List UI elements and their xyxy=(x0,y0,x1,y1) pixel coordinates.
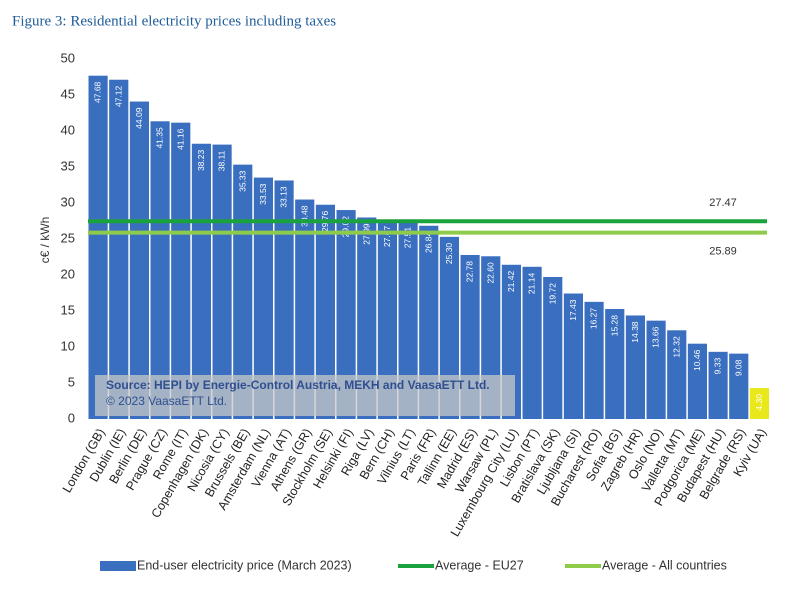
y-tick-label: 5 xyxy=(68,374,75,389)
value-label: 30.48 xyxy=(299,205,309,227)
value-label: 33.13 xyxy=(279,186,289,208)
value-label: 38.11 xyxy=(217,150,227,171)
bar xyxy=(687,343,707,419)
bar xyxy=(129,101,149,419)
copyright-text: © 2023 VaasaETT Ltd. xyxy=(106,394,227,408)
bar xyxy=(522,266,542,419)
value-label: 15.28 xyxy=(609,315,619,337)
value-label: 22.78 xyxy=(465,261,475,283)
legend-label: End-user electricity price (March 2023) xyxy=(137,558,352,572)
bar xyxy=(191,143,211,419)
value-label: 22.60 xyxy=(485,262,495,284)
bar xyxy=(233,164,253,419)
bar xyxy=(419,225,439,419)
bar xyxy=(584,301,604,419)
bar xyxy=(563,293,583,419)
bar xyxy=(543,277,563,419)
bar xyxy=(439,236,459,419)
bar xyxy=(667,330,687,419)
value-label: 27.67 xyxy=(382,226,392,248)
y-tick-label: 45 xyxy=(61,86,75,101)
bar xyxy=(646,320,666,419)
value-label: 26.84 xyxy=(423,231,433,253)
source-text: Source: HEPI by Energie-Control Austria,… xyxy=(106,378,490,392)
value-label: 25.30 xyxy=(444,243,454,265)
legend-swatch xyxy=(100,561,136,571)
bar xyxy=(253,177,273,419)
value-label: 4.30 xyxy=(754,394,764,411)
legend-label: Average - All countries xyxy=(602,558,727,572)
bar xyxy=(377,219,397,419)
value-label: 19.72 xyxy=(547,283,557,305)
value-label: 47.68 xyxy=(93,81,103,103)
y-tick-label: 40 xyxy=(61,122,75,137)
average-label: 27.47 xyxy=(709,197,737,209)
bar xyxy=(357,217,377,419)
value-label: 27.51 xyxy=(403,227,413,249)
value-label: 9.33 xyxy=(713,358,723,375)
bar xyxy=(212,144,232,419)
y-axis-label: c€ / kWh xyxy=(38,217,52,264)
y-tick-label: 25 xyxy=(61,230,75,245)
bar xyxy=(605,308,625,419)
bar xyxy=(625,315,645,419)
value-label: 33.53 xyxy=(258,183,268,205)
y-tick-label: 0 xyxy=(68,410,75,425)
value-label: 47.12 xyxy=(113,85,123,107)
y-tick-label: 30 xyxy=(61,194,75,209)
bar xyxy=(729,353,749,419)
value-label: 10.46 xyxy=(692,349,702,371)
bar xyxy=(171,122,191,419)
chart-title: Figure 3: Residential electricity prices… xyxy=(12,13,336,29)
bar xyxy=(336,210,356,419)
value-label: 16.27 xyxy=(589,308,599,330)
source-box xyxy=(95,375,515,416)
y-tick-label: 20 xyxy=(61,266,75,281)
y-tick-label: 35 xyxy=(61,158,75,173)
value-label: 14.38 xyxy=(630,321,640,343)
y-tick-label: 15 xyxy=(61,302,75,317)
average-label: 25.89 xyxy=(709,245,737,257)
bar xyxy=(708,351,728,419)
value-label: 44.09 xyxy=(134,107,144,129)
value-label: 41.16 xyxy=(175,128,185,150)
value-label: 21.14 xyxy=(527,273,537,295)
value-label: 13.66 xyxy=(651,326,661,348)
y-tick-label: 50 xyxy=(61,50,75,65)
value-label: 17.43 xyxy=(568,299,578,321)
bar xyxy=(749,388,769,419)
bar xyxy=(295,199,315,419)
bar xyxy=(150,121,170,419)
legend-label: Average - EU27 xyxy=(435,558,524,572)
value-label: 9.08 xyxy=(733,359,743,376)
bar xyxy=(398,220,418,419)
bar xyxy=(88,75,108,419)
bar xyxy=(274,180,294,419)
y-tick-label: 10 xyxy=(61,338,75,353)
value-label: 21.42 xyxy=(506,271,516,293)
value-label: 35.33 xyxy=(237,170,247,192)
bar xyxy=(315,204,335,419)
value-label: 41.35 xyxy=(155,127,165,149)
value-label: 29.02 xyxy=(341,216,351,238)
value-label: 38.23 xyxy=(196,149,206,171)
bar xyxy=(109,79,129,420)
value-label: 12.32 xyxy=(671,336,681,358)
